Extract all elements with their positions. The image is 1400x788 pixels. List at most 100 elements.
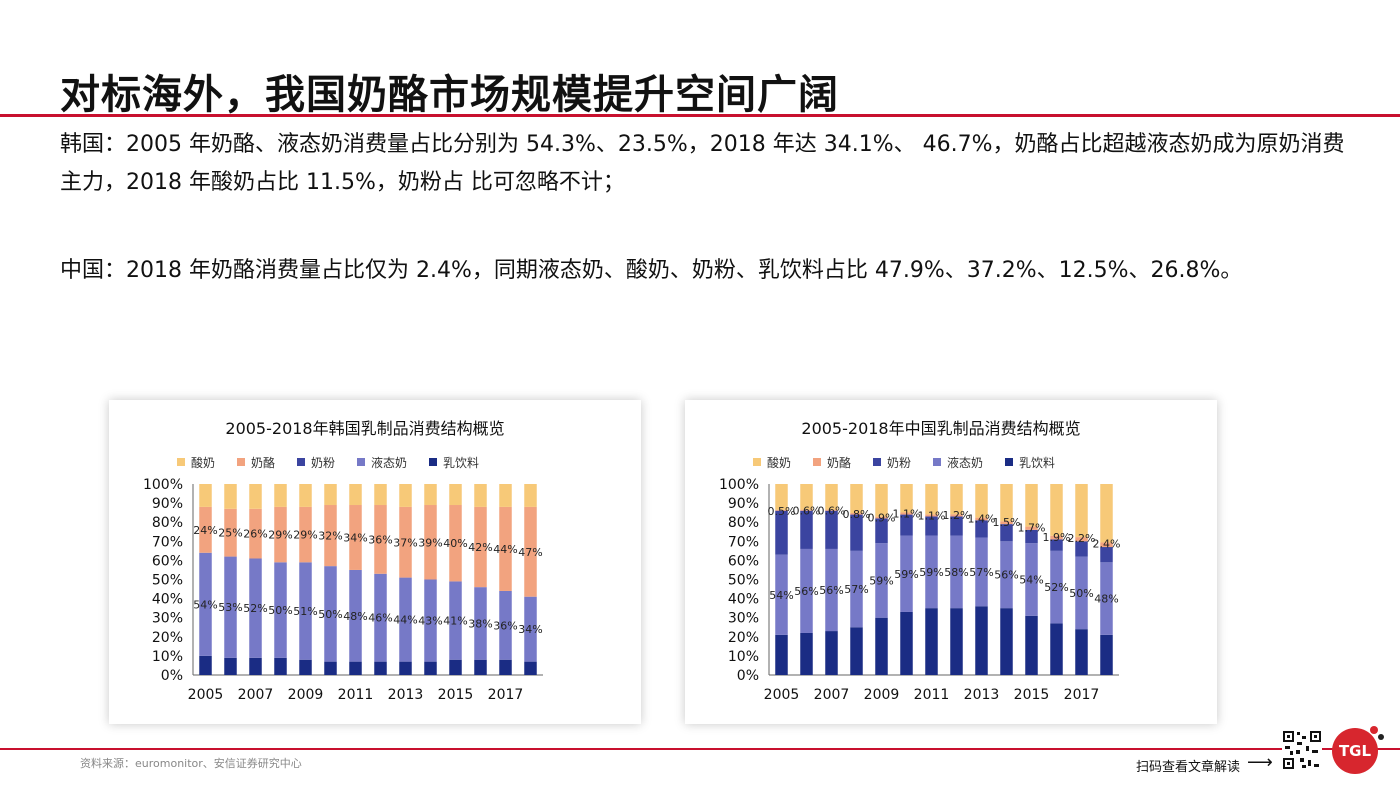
bar-segment [825,631,838,675]
data-label: 48% [343,610,367,623]
data-label: 0.6% [793,505,821,518]
data-label: 52% [243,602,267,615]
bar-segment [374,505,387,574]
bar-segment [925,514,938,517]
data-label: 56% [794,585,818,598]
bar-segment [199,506,212,553]
y-tick-label: 0% [737,668,759,684]
data-label: 0.8% [843,508,871,521]
y-tick-label: 50% [728,573,759,589]
data-label: 54% [1019,574,1043,587]
x-tick-label: 2009 [288,687,324,703]
source-note: 资料来源：euromonitor、安信证券研究中心 [80,757,302,770]
bar-segment [975,484,988,518]
data-label: 2.2% [1068,532,1096,545]
bar-segment [950,516,963,536]
data-label: 58% [944,566,968,579]
bar-segment [950,514,963,517]
legend-label: 奶粉 [887,456,911,470]
legend-label: 液态奶 [947,455,983,470]
bar-segment [449,659,462,675]
bar-segment [399,661,412,675]
bar-segment [775,484,788,510]
data-label: 56% [994,569,1018,582]
x-tick-label: 2015 [1014,687,1050,703]
y-tick-label: 40% [152,592,183,608]
y-tick-label: 90% [152,496,183,512]
bar-segment [399,506,412,578]
bar-segment [1025,543,1038,616]
legend-swatch [237,458,245,466]
data-label: 50% [268,604,292,617]
data-label: 42% [468,541,492,554]
data-label: 38% [468,617,492,630]
bar-segment [274,657,287,675]
bar-segment [1025,529,1038,544]
data-label: 1.2% [943,509,971,522]
bar-segment [299,562,312,660]
data-label: 0.9% [868,512,896,525]
bar-segment [1050,623,1063,675]
brand-logo: TGL [1332,728,1378,774]
bar-segment [424,484,437,506]
y-tick-label: 0% [161,668,183,684]
qr-code-icon[interactable] [1282,730,1322,770]
bar-segment [1050,535,1063,540]
data-label: 54% [769,589,793,602]
y-tick-label: 10% [152,649,183,665]
y-tick-label: 20% [728,630,759,646]
bar-segment [825,509,838,511]
bar-segment [1050,484,1063,536]
bar-segment [850,513,863,515]
bar-segment [775,509,788,511]
bar-segment [474,484,487,507]
data-label: 0.5% [768,505,796,518]
bar-segment [349,484,362,506]
bar-segment [324,505,337,567]
bar-segment [900,611,913,675]
bar-segment [449,505,462,582]
y-tick-label: 100% [719,477,759,493]
bar-segment [274,484,287,507]
data-label: 57% [844,583,868,596]
bar-segment [224,508,237,557]
data-label: 37% [393,536,417,549]
arrow-right-icon: ⟶ [1247,752,1273,773]
data-label: 59% [919,566,943,579]
data-label: 50% [1069,587,1093,600]
data-label: 2.4% [1093,537,1121,550]
bar-segment [224,484,237,509]
x-tick-label: 2013 [388,687,424,703]
bar-segment [1000,541,1013,609]
bar-segment [199,655,212,675]
bar-segment [800,510,813,549]
bar-segment [424,505,437,580]
bar-segment [825,510,838,549]
bar-segment [274,506,287,563]
bar-segment [349,661,362,675]
bar-segment [474,587,487,660]
legend-swatch [177,458,185,466]
bar-segment [900,512,913,515]
bar-segment [825,548,838,632]
bar-segment [324,661,337,675]
bar-segment [1075,556,1088,630]
bar-segment [900,514,913,536]
bar-segment [950,484,963,515]
data-label: 0.6% [818,505,846,518]
bar-segment [299,506,312,563]
bar-segment [499,506,512,591]
chart-panel-china: 2005-2018年中国乳制品消费结构概览 酸奶 奶酪 奶粉 液态奶 乳饮料 0% 10% 20… [685,400,1217,724]
y-tick-label: 60% [728,553,759,569]
y-tick-label: 70% [152,534,183,550]
legend-swatch [933,458,941,466]
x-tick-label: 2007 [238,687,274,703]
x-tick-label: 2017 [1064,687,1100,703]
bar-segment [1025,615,1038,675]
footer-divider [0,748,1400,750]
bar-segment [374,661,387,675]
legend-label: 奶酪 [827,455,851,470]
bar-segment [875,518,888,544]
data-label: 36% [368,533,392,546]
bar-segment [1000,521,1013,525]
